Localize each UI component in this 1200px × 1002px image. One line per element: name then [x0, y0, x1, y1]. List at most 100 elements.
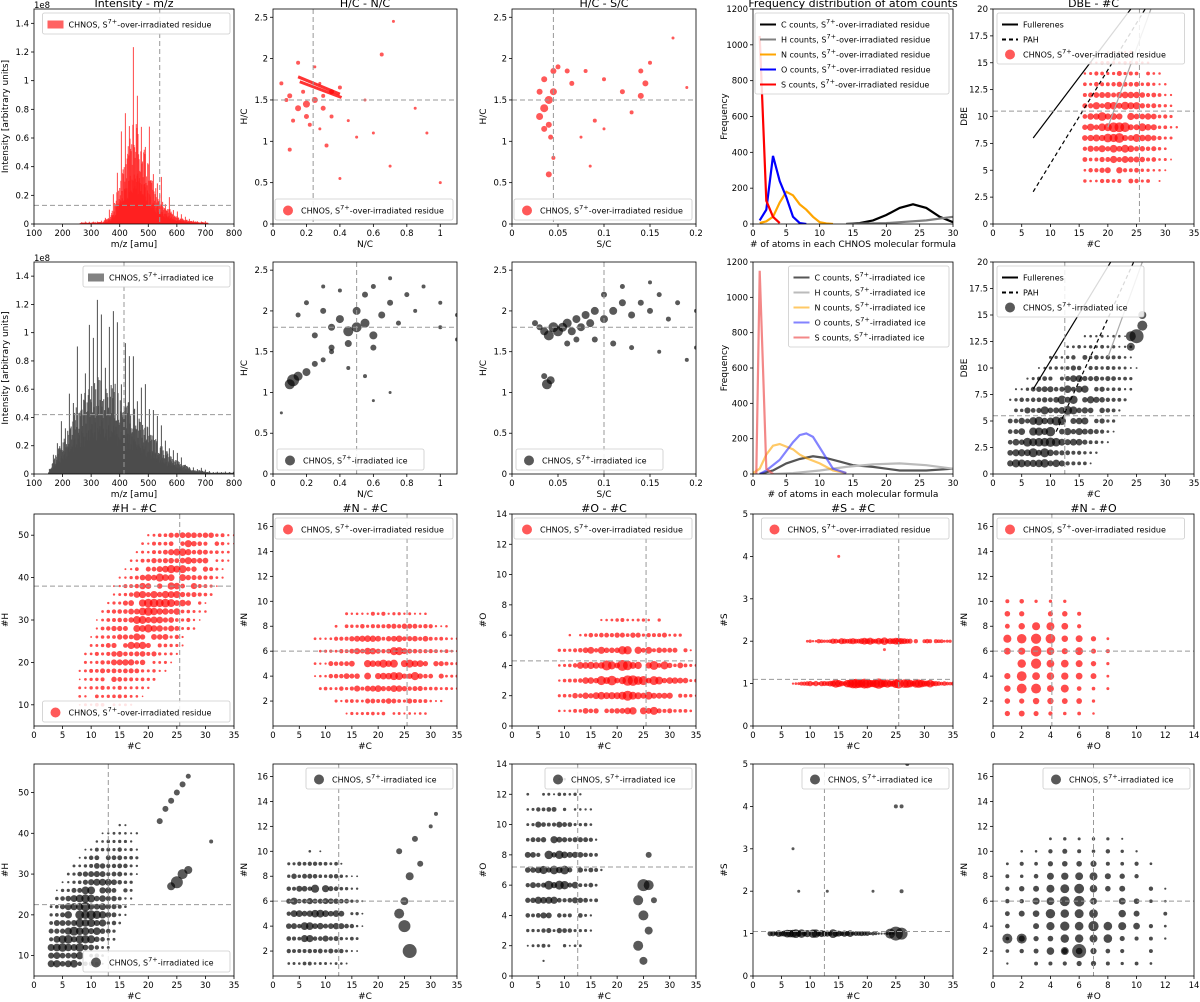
scatter-point — [634, 646, 642, 654]
y-axis-label: H/C — [479, 108, 489, 124]
scatter-point — [546, 822, 551, 827]
y-tick-label: 0 — [743, 722, 748, 732]
scatter-point — [355, 712, 359, 715]
scatter-point — [1083, 72, 1087, 75]
scatter-point — [197, 575, 203, 580]
scatter-point — [1019, 698, 1025, 704]
scatter-point — [428, 824, 433, 829]
scatter-point — [112, 686, 116, 690]
scatter-point — [312, 873, 318, 879]
scatter-point — [1093, 92, 1100, 98]
scatter-point — [139, 659, 146, 666]
scatter-point — [689, 694, 693, 698]
y-tick-label: 0.5 — [493, 429, 507, 439]
scatter-point — [1081, 385, 1089, 393]
y-tick-label: 0 — [743, 972, 748, 982]
scatter-point — [334, 699, 338, 703]
x-tick-label: 10 — [805, 981, 816, 991]
scatter-point — [75, 918, 84, 928]
scatter-point — [444, 649, 449, 654]
scatter-point — [610, 340, 617, 347]
y-tick-label: 7.5 — [974, 391, 988, 401]
y-tick-label: 0.5 — [254, 429, 268, 439]
scatter-point — [296, 60, 301, 65]
scatter-point — [123, 863, 128, 869]
scatter-point — [141, 542, 144, 546]
scatter-point — [344, 686, 349, 691]
scatter-point — [296, 885, 303, 892]
scatter-point — [191, 557, 197, 564]
x-tick-label: 30 — [948, 229, 959, 239]
scatter-point — [343, 673, 350, 680]
scatter-point — [1134, 81, 1140, 87]
scatter-point — [608, 692, 616, 700]
scatter-point — [638, 910, 649, 921]
scatter-point — [541, 373, 548, 380]
scatter-point — [209, 593, 213, 597]
scatter-point — [412, 648, 418, 654]
scatter-point — [107, 832, 110, 835]
scatter-point — [287, 93, 293, 99]
y-tick-label: 14 — [977, 797, 988, 807]
scatter-point — [604, 632, 610, 638]
scatter-points — [394, 811, 438, 959]
scatter-point — [1045, 426, 1056, 437]
scatter-point — [1163, 114, 1168, 119]
scatter-point — [360, 318, 370, 328]
y-tick-label: 2 — [502, 692, 507, 702]
scatter-point — [418, 699, 423, 704]
scatter-point — [106, 626, 111, 631]
x-tick-label: 25 — [638, 731, 649, 741]
scatter-point — [429, 699, 432, 703]
scatter-point — [391, 698, 397, 704]
scatter-point — [354, 635, 361, 642]
scatter-point — [1041, 397, 1048, 403]
scatter-point — [157, 550, 162, 555]
scatter-point — [128, 600, 135, 606]
x-tick-label: 0.6 — [367, 229, 381, 239]
scatter-point — [637, 92, 644, 99]
scatter-point — [323, 874, 328, 878]
legend-entry-label: CHNOS, S7+-irradiated ice — [303, 454, 408, 466]
scatter-point — [174, 532, 180, 538]
scatter-point — [1032, 697, 1040, 705]
scatter-point — [816, 639, 821, 644]
scatter-point — [411, 660, 419, 667]
scatter-point — [1060, 909, 1070, 918]
legend-entry-label: CHNOS, S7+-over-irradiated residue — [301, 523, 444, 535]
scatter-point — [615, 618, 619, 622]
legend-swatch — [50, 707, 61, 718]
legend-box — [513, 198, 693, 221]
panel-title: #O - #C — [581, 502, 627, 515]
scatter-point — [562, 944, 567, 948]
scatter-point — [1117, 355, 1122, 360]
legend-entry-label: Fullerenes — [1023, 274, 1064, 283]
scatter-point — [48, 952, 55, 959]
scatter-point — [531, 822, 535, 827]
x-tick-label: 20 — [612, 981, 623, 991]
scatter-point — [151, 557, 157, 564]
scatter-point — [101, 618, 105, 622]
x-tick-label: 0 — [750, 981, 755, 991]
scatter-point — [365, 711, 370, 716]
y-tick-label: 5 — [743, 510, 748, 520]
scatter-point — [381, 636, 386, 641]
scatter-point — [913, 639, 919, 644]
y-tick-label: 20 — [977, 258, 988, 268]
scatter-point — [105, 855, 111, 861]
scatter-point — [397, 612, 401, 616]
y-tick-label: 200 — [732, 184, 748, 194]
scatter-point — [179, 532, 186, 539]
scatter-point — [321, 284, 326, 289]
scatter-point — [146, 550, 150, 554]
scatter-point — [1017, 459, 1026, 468]
scatter-point — [1005, 898, 1010, 904]
scatter-point — [128, 651, 134, 657]
scatter-point — [370, 283, 376, 289]
scatter-point — [694, 308, 696, 313]
scatter-point — [1058, 460, 1065, 467]
scatter-point — [66, 888, 70, 893]
x-tick-label: 15 — [585, 981, 596, 991]
scatter-point — [88, 871, 95, 878]
scatter-point — [323, 686, 328, 691]
